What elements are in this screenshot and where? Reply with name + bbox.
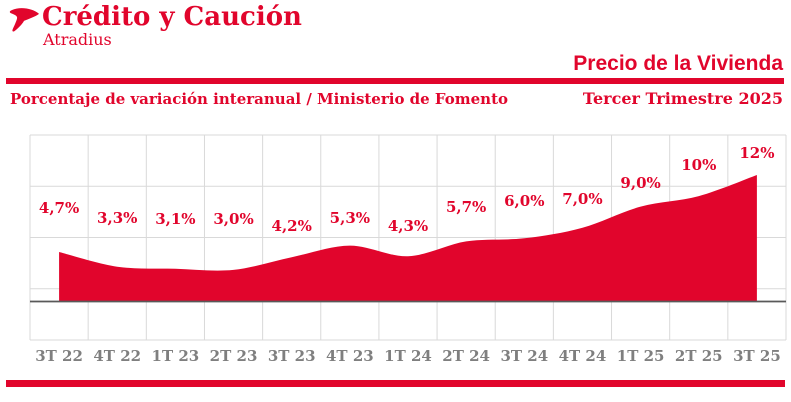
credito-y-caucion-bird-logo-icon	[9, 8, 40, 32]
x-axis-label: 2T 24	[442, 347, 490, 365]
value-label: 3,1%	[155, 209, 196, 228]
value-label: 5,3%	[329, 208, 371, 227]
x-axis-label: 1T 24	[384, 347, 432, 365]
area-series	[59, 175, 757, 302]
value-label: 5,7%	[445, 198, 487, 217]
x-axis-label: 3T 25	[733, 347, 781, 365]
x-axis-label: 1T 23	[151, 347, 200, 365]
x-axis-label: 3T 23	[267, 347, 316, 365]
x-axis-label: 4T 22	[93, 347, 142, 365]
value-label: 6,0%	[504, 192, 545, 211]
value-label: 10%	[681, 156, 717, 175]
chart-source-label: Porcentaje de variación interanual / Min…	[10, 90, 509, 108]
value-label: 9,0%	[620, 173, 661, 192]
value-label: 3,0%	[213, 209, 254, 228]
value-label: 12%	[739, 144, 775, 163]
x-axis-label: 4T 24	[558, 347, 607, 365]
brand-subname: Atradius	[43, 30, 112, 49]
value-label: 4,7%	[38, 198, 80, 217]
x-axis-label: 4T 23	[325, 347, 374, 365]
value-label: 4,2%	[271, 217, 312, 236]
page-title: Precio de la Vivienda	[573, 52, 783, 75]
value-label: 4,3%	[387, 217, 429, 236]
header-divider-rule	[6, 78, 784, 84]
x-axis-label: 1T 25	[616, 347, 665, 365]
x-axis-label: 2T 25	[674, 347, 723, 365]
footer-bar	[6, 380, 785, 387]
value-label: 3,3%	[97, 208, 138, 227]
x-axis-label: 3T 22	[35, 347, 83, 365]
value-label: 7,0%	[562, 189, 603, 208]
brand-name: Crédito y Caución	[42, 2, 302, 32]
x-axis-label: 3T 24	[500, 347, 549, 365]
x-axis-label: 2T 23	[209, 347, 258, 365]
chart-period-label: Tercer Trimestre 2025	[582, 89, 783, 108]
